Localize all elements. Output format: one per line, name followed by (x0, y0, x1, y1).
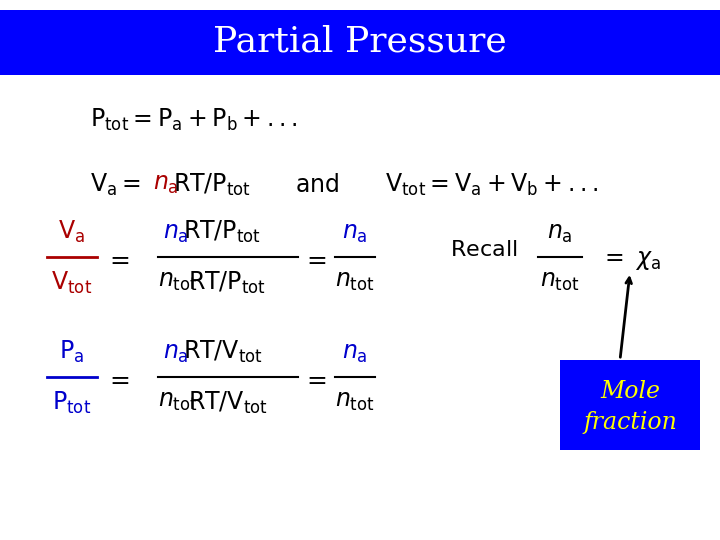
Text: $n_\mathrm{tot}$: $n_\mathrm{tot}$ (540, 270, 580, 293)
Text: $\mathrm{RT/V_{tot}}$: $\mathrm{RT/V_{tot}}$ (188, 390, 268, 416)
Text: $\mathrm{V_{tot} = V_a + V_b+...}$: $\mathrm{V_{tot} = V_a + V_b+...}$ (385, 172, 598, 198)
Text: $\mathrm{V_{tot}}$: $\mathrm{V_{tot}}$ (51, 270, 93, 296)
Text: Mole: Mole (600, 381, 660, 403)
Text: $\mathrm{Recall}$: $\mathrm{Recall}$ (450, 239, 518, 261)
Text: $=$: $=$ (105, 368, 130, 392)
Text: $\mathrm{and}$: $\mathrm{and}$ (295, 173, 339, 197)
Text: $n_\mathrm{a}$: $n_\mathrm{a}$ (342, 342, 368, 365)
Text: $\mathrm{P_{tot}}$: $\mathrm{P_{tot}}$ (53, 390, 91, 416)
Text: $=$: $=$ (105, 248, 130, 272)
Text: fraction: fraction (583, 410, 677, 434)
Text: $n_\mathrm{tot}$: $n_\mathrm{tot}$ (335, 270, 375, 293)
Text: $n_\mathrm{a}$: $n_\mathrm{a}$ (547, 222, 573, 245)
Text: $\mathrm{V_a}$: $\mathrm{V_a}$ (58, 219, 86, 245)
Text: $n_\mathrm{a}$: $n_\mathrm{a}$ (153, 173, 179, 197)
Text: Partial Pressure: Partial Pressure (213, 25, 507, 59)
Text: $\mathrm{RT/P_{tot}}$: $\mathrm{RT/P_{tot}}$ (173, 172, 251, 198)
Text: $\mathrm{P_a}$: $\mathrm{P_a}$ (60, 339, 84, 365)
Text: $=$: $=$ (302, 368, 328, 392)
Bar (0, 10, 720, 75)
Text: $\mathrm{V_a =\ }$: $\mathrm{V_a =\ }$ (90, 172, 141, 198)
Bar (560, 360, 700, 450)
Text: $n_\mathrm{a}$: $n_\mathrm{a}$ (163, 342, 189, 365)
Text: $\mathrm{RT/P_{tot}}$: $\mathrm{RT/P_{tot}}$ (183, 219, 261, 245)
Text: $n_\mathrm{a}$: $n_\mathrm{a}$ (342, 222, 368, 245)
Text: $n_\mathrm{a}$: $n_\mathrm{a}$ (163, 222, 189, 245)
Text: $n_\mathrm{tot}$: $n_\mathrm{tot}$ (158, 390, 198, 413)
Text: $\mathrm{RT/V_{tot}}$: $\mathrm{RT/V_{tot}}$ (183, 339, 263, 365)
Text: $=$: $=$ (302, 248, 328, 272)
Text: $n_\mathrm{tot}$: $n_\mathrm{tot}$ (158, 270, 198, 293)
Text: $=\ \chi_\mathrm{a}$: $=\ \chi_\mathrm{a}$ (600, 248, 661, 272)
Text: $\mathrm{P_{tot} = P_a + P_b +...}$: $\mathrm{P_{tot} = P_a + P_b +...}$ (90, 107, 297, 133)
Text: $\mathrm{RT/P_{tot}}$: $\mathrm{RT/P_{tot}}$ (188, 270, 266, 296)
Text: $n_\mathrm{tot}$: $n_\mathrm{tot}$ (335, 390, 375, 413)
